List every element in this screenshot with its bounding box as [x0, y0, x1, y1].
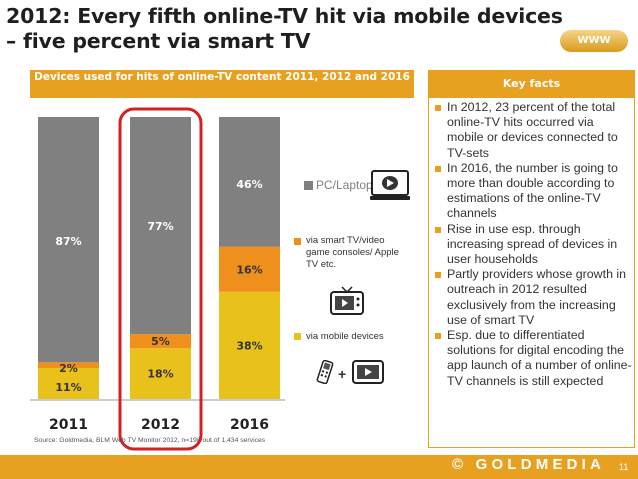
bar-segment [38, 117, 99, 363]
bar-segment [38, 362, 99, 368]
key-fact-item: Rise in use esp. through increasing spre… [435, 222, 632, 268]
data-label: 38% [236, 339, 262, 352]
slide-title: 2012: Every fifth online-TV hit via mobi… [6, 4, 563, 53]
data-label: 2% [59, 362, 78, 375]
legend-pc: PC/Laptop [304, 178, 373, 192]
source-note: Source: Goldmedia, BLM Web TV Monitor 20… [34, 437, 266, 444]
bar-segment [130, 348, 191, 399]
bar-segment [130, 334, 191, 349]
data-label: 87% [55, 235, 81, 248]
data-label: 11% [55, 381, 81, 394]
legend-smart-tv: via smart TV/video game consoles/ Apple … [294, 235, 404, 271]
category-label: 2012 [141, 417, 180, 433]
legend-swatch-mobile [294, 333, 301, 340]
bar-segment [130, 117, 191, 335]
bar-segment [219, 291, 280, 399]
category-label: 2011 [49, 417, 88, 433]
mobile-phone-icon [316, 360, 334, 384]
laptop-icon [370, 170, 410, 200]
www-badge: WWW [560, 30, 628, 52]
bar-segment [219, 117, 280, 247]
legend-swatch-pc [304, 180, 313, 190]
legend-mobile-label: via mobile devices [306, 331, 384, 342]
data-label: 18% [147, 368, 173, 381]
bar-segment [219, 246, 280, 292]
key-facts-header: Key facts [428, 70, 635, 98]
chart-panel-header: Devices used for hits of online-TV conte… [30, 70, 414, 98]
legend-smart-tv-label: via smart TV/video game consoles/ Apple … [306, 235, 399, 270]
key-fact-item: In 2016, the number is going to more tha… [435, 161, 632, 222]
key-facts-list: In 2012, 23 percent of the total online-… [429, 98, 634, 389]
data-label: 46% [236, 178, 262, 191]
plus-sign: + [338, 366, 347, 382]
category-label: 2016 [230, 417, 269, 433]
data-label: 16% [236, 263, 262, 276]
highlight-box [118, 107, 203, 451]
legend-mobile: via mobile devices [294, 331, 384, 342]
key-fact-item: In 2012, 23 percent of the total online-… [435, 100, 632, 161]
key-fact-item: Partly providers whose growth in outreac… [435, 267, 632, 328]
key-fact-item: Esp. due to differentiated solutions for… [435, 328, 632, 389]
data-label: 5% [151, 335, 170, 348]
legend-pc-label: PC/Laptop [316, 178, 373, 192]
footer-bar [0, 455, 638, 479]
goldmedia-logo: © GOLDMEDIA [452, 456, 606, 473]
page-number: 11 [619, 462, 629, 472]
key-facts-panel: In 2012, 23 percent of the total online-… [428, 98, 635, 448]
tablet-icon [352, 360, 384, 384]
television-icon [330, 286, 364, 315]
legend-swatch-smart-tv [294, 238, 301, 245]
bar-segment [38, 367, 99, 399]
data-label: 77% [147, 220, 173, 233]
